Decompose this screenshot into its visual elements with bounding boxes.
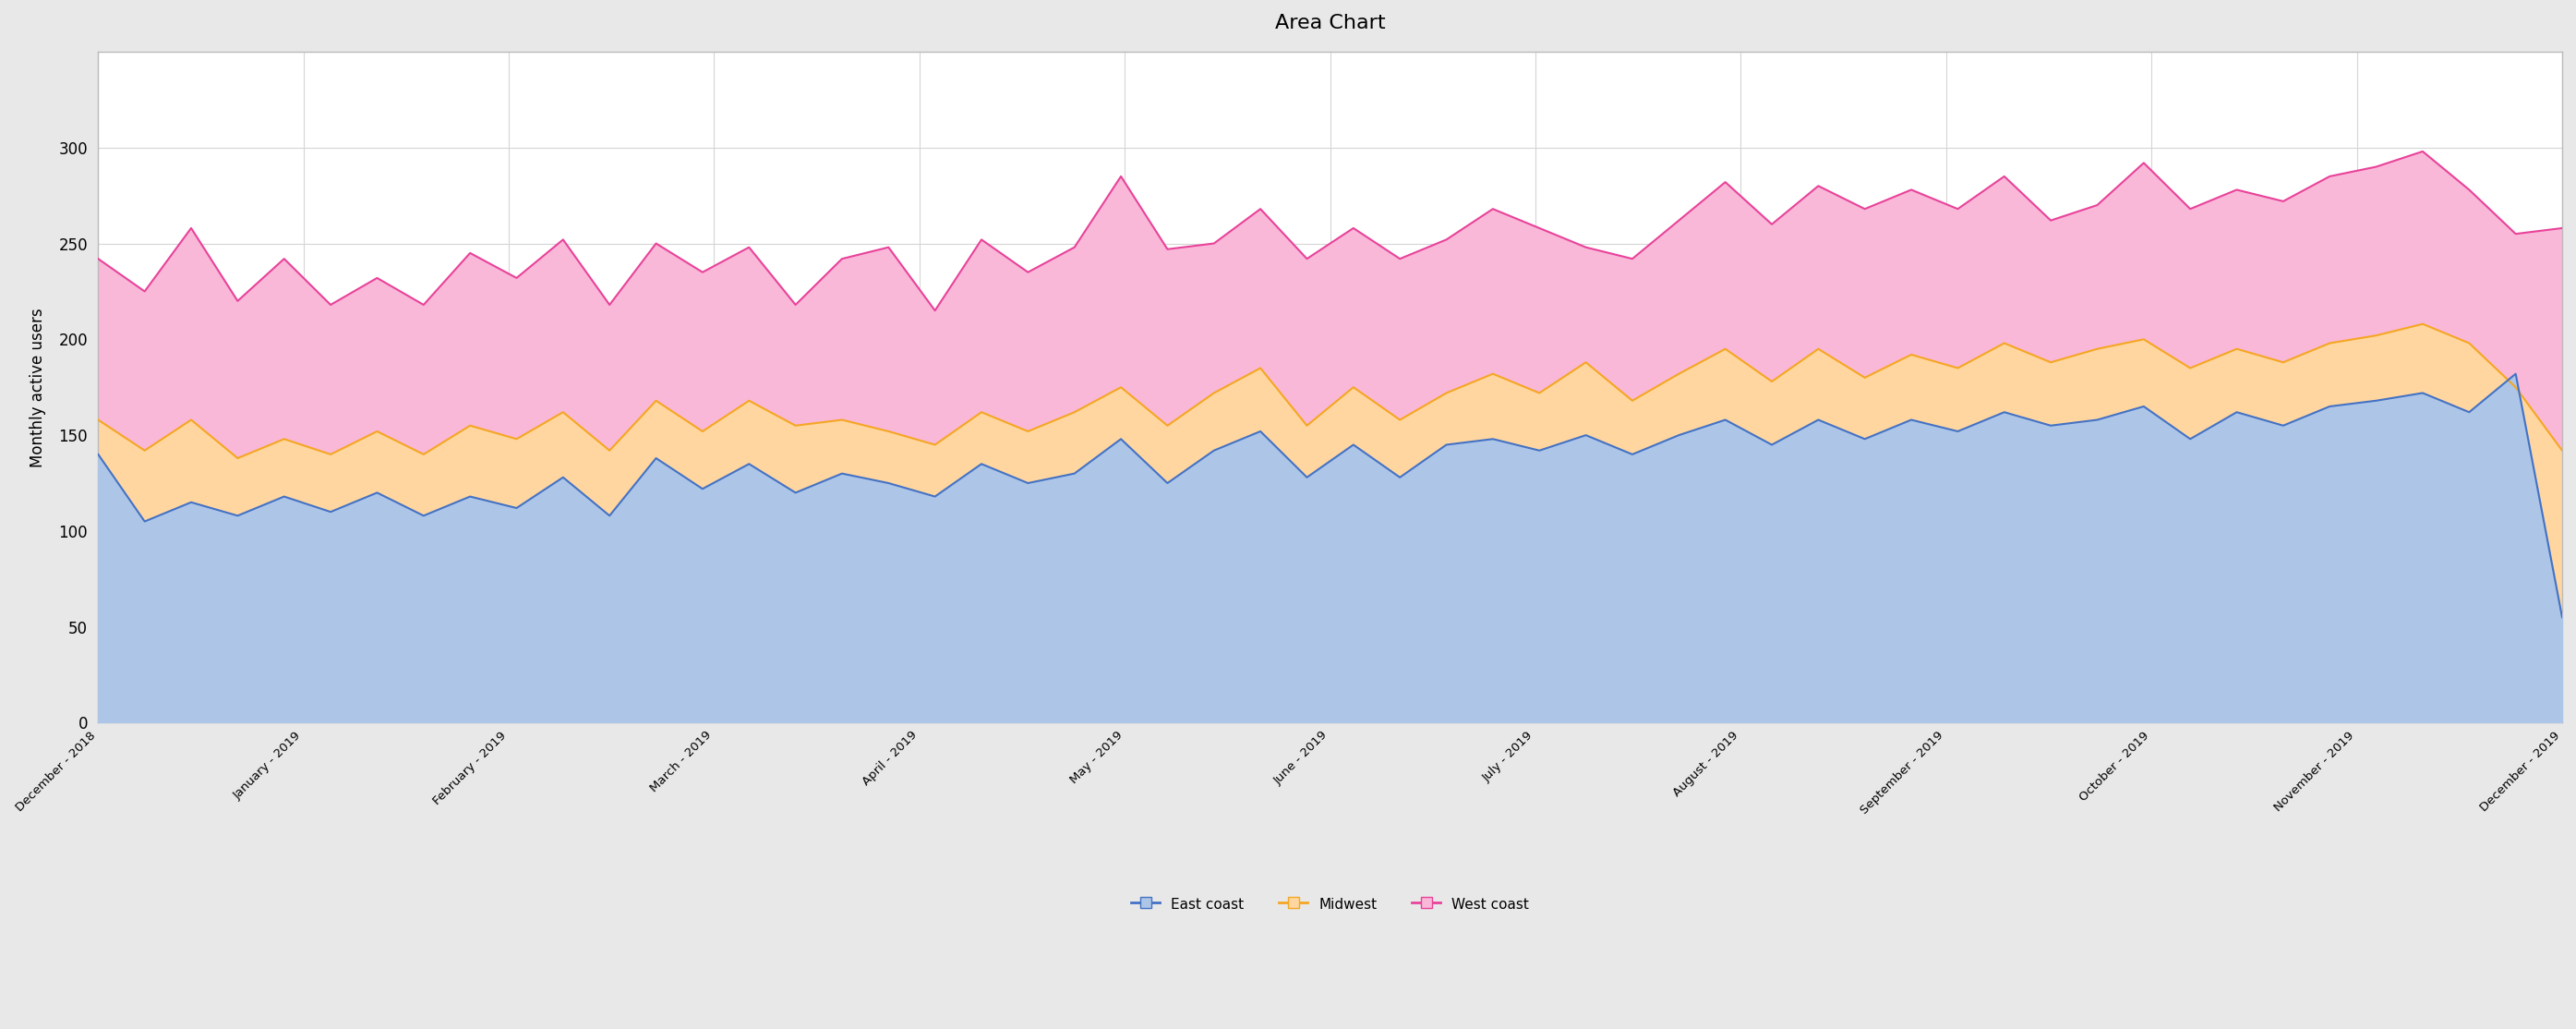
- Title: Area Chart: Area Chart: [1275, 13, 1386, 32]
- Legend: East coast, Midwest, West coast: East coast, Midwest, West coast: [1126, 891, 1535, 917]
- Y-axis label: Monthly active users: Monthly active users: [28, 308, 46, 467]
